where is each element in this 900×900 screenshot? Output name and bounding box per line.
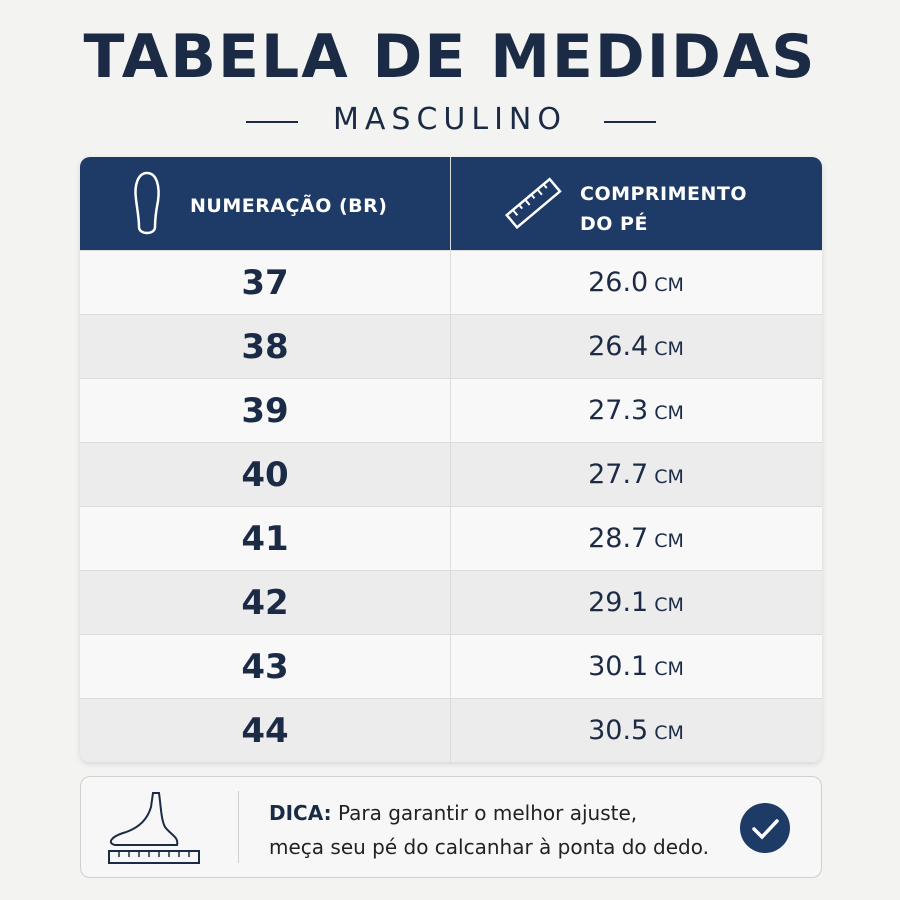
size-cell: 41 — [241, 519, 289, 559]
subtitle: MASCULINO — [333, 102, 567, 137]
length-value: 27.7 — [588, 459, 649, 490]
length-value: 29.1 — [588, 587, 649, 618]
length-value: 28.7 — [588, 523, 649, 554]
table-row: 44 30.5 CM — [80, 698, 822, 762]
length-cell: 26.4 CM — [450, 315, 822, 381]
length-value: 30.1 — [588, 651, 649, 682]
table-row: 42 29.1 CM — [80, 570, 822, 635]
size-cell: 44 — [241, 711, 289, 751]
size-cell: 39 — [241, 391, 289, 431]
length-cell: 29.1 CM — [450, 571, 822, 637]
table-row: 37 26.0 CM — [80, 250, 822, 315]
tip-text: meça seu pé do calcanhar à ponta do dedo… — [269, 835, 709, 859]
tip-text: Para garantir o melhor ajuste, — [337, 801, 638, 825]
size-cell: 40 — [241, 455, 289, 495]
size-table: NUMERAÇÃO (BR) COMPRIMENTO DO PÉ 37 26.0 C… — [80, 157, 822, 762]
length-value: 30.5 — [588, 715, 649, 746]
tip-box: DICA: Para garantir o melhor ajuste, meç… — [80, 776, 822, 878]
check-icon — [740, 803, 790, 853]
length-value: 26.0 — [588, 267, 649, 298]
length-unit: CM — [654, 338, 684, 360]
table-header: NUMERAÇÃO (BR) COMPRIMENTO DO PÉ — [80, 157, 822, 250]
length-cell: 27.3 CM — [450, 379, 822, 445]
length-cell: 28.7 CM — [450, 507, 822, 573]
length-value: 27.3 — [588, 395, 649, 426]
table-row: 39 27.3 CM — [80, 378, 822, 443]
length-unit: CM — [654, 466, 684, 488]
length-unit: CM — [654, 402, 684, 424]
rule — [604, 121, 656, 123]
table-row: 40 27.7 CM — [80, 442, 822, 507]
length-cell: 26.0 CM — [450, 251, 822, 317]
table-row: 43 30.1 CM — [80, 634, 822, 699]
rule — [246, 121, 298, 123]
length-unit: CM — [654, 274, 684, 296]
length-unit: CM — [654, 594, 684, 616]
size-cell: 38 — [241, 327, 289, 367]
foot-icon — [108, 792, 200, 864]
table-row: 41 28.7 CM — [80, 506, 822, 571]
length-cell: 30.1 CM — [450, 635, 822, 701]
title: TABELA DE MEDIDAS — [83, 22, 817, 92]
length-cell: 27.7 CM — [450, 443, 822, 509]
table-row: 38 26.4 CM — [80, 314, 822, 379]
ruler-icon — [505, 177, 562, 230]
column-divider — [450, 157, 451, 762]
length-unit: CM — [654, 530, 684, 552]
length-unit: CM — [654, 658, 684, 680]
tip-label: DICA: — [269, 801, 332, 825]
size-cell: 42 — [241, 583, 289, 623]
length-value: 26.4 — [588, 331, 649, 362]
length-cell: 30.5 CM — [450, 699, 822, 762]
size-cell: 37 — [241, 263, 289, 303]
sole-icon — [134, 171, 160, 235]
column-header: COMPRIMENTO DO PÉ — [580, 183, 748, 235]
tip-divider — [238, 791, 239, 863]
size-cell: 43 — [241, 647, 289, 687]
length-unit: CM — [654, 722, 684, 744]
column-header: NUMERAÇÃO (BR) — [190, 195, 388, 217]
